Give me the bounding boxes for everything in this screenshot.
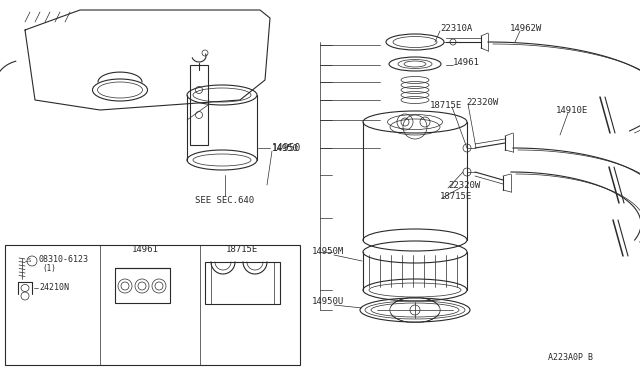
Text: 22320W: 22320W (466, 97, 499, 106)
Text: S: S (28, 259, 31, 263)
Text: 14910E: 14910E (556, 106, 588, 115)
Text: 14950: 14950 (272, 144, 299, 153)
Text: 14950: 14950 (272, 143, 301, 153)
Text: 14950M: 14950M (312, 247, 344, 257)
Text: 18715E: 18715E (226, 246, 258, 254)
Text: 18715E: 18715E (440, 192, 472, 201)
Text: 22320W: 22320W (448, 180, 480, 189)
Text: 18715E: 18715E (430, 100, 462, 109)
Text: 14961: 14961 (453, 58, 480, 67)
Text: 22310A: 22310A (440, 23, 472, 32)
Text: 08310-6123: 08310-6123 (38, 254, 88, 263)
Text: 24210N: 24210N (39, 283, 69, 292)
Text: A223A0P B: A223A0P B (548, 353, 593, 362)
Text: 14950U: 14950U (312, 298, 344, 307)
Bar (115, 268, 170, 303)
Bar (190, 65, 208, 145)
Bar (205, 262, 280, 304)
Text: 14962W: 14962W (510, 23, 542, 32)
Text: (1): (1) (42, 264, 56, 273)
Bar (5, 245, 300, 365)
Text: 14961: 14961 (132, 246, 159, 254)
Text: SEE SEC.640: SEE SEC.640 (195, 196, 254, 205)
